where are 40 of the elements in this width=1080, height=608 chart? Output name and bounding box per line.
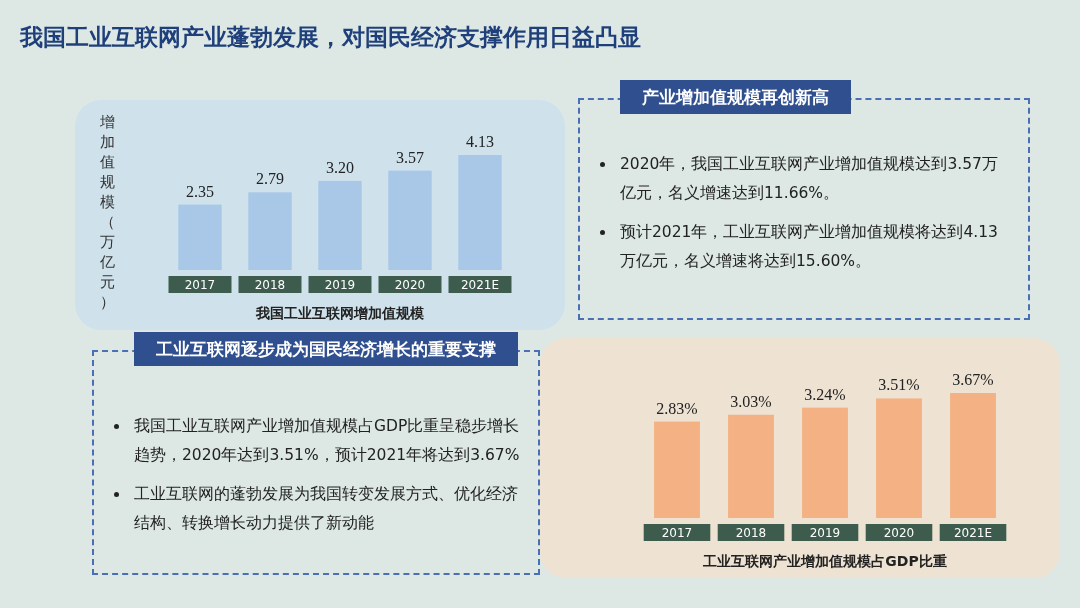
bar — [318, 180, 362, 270]
text: 增加值规模（万亿元） — [99, 113, 115, 311]
bar — [248, 192, 292, 270]
bar — [178, 204, 222, 270]
text: 我国工业互联网产业蓬勃发展，对国民经济支撑作用日益凸显 — [20, 23, 642, 52]
x-tick-label: 2021E — [460, 278, 500, 292]
data-label: 3.67% — [952, 371, 994, 388]
data-label: 2.79 — [256, 170, 284, 188]
data-label: 4.13 — [466, 133, 494, 150]
x-tick-label: 2019 — [324, 278, 356, 292]
text: 2020年，我国工业互联网产业增加值规模达到3.57万亿元，名义增速达到11.66%。 — [619, 154, 999, 204]
data-label: 2.83% — [656, 399, 698, 417]
x-tick-label: 2017 — [661, 526, 693, 540]
x-tick-label: 2020 — [883, 526, 915, 540]
text: 预计2021年，工业互联网产业增加值规模将达到4.13万亿元，名义增速将达到15.60%。 — [619, 222, 999, 272]
text: 我国工业互联网产业增加值规模占GDP比重呈稳步增长趋势，2020年达到3.51%，预计2021年将达到3.67% — [133, 416, 520, 466]
data-label: 2.35 — [186, 182, 214, 200]
x-tick-label: 2020 — [394, 278, 426, 292]
data-label: 3.20 — [326, 158, 354, 176]
text: 工业互联网逐步成为国民经济增长的重要支撑 — [134, 332, 518, 366]
data-label: 3.24% — [804, 385, 846, 403]
text: 工业互联网的蓬勃发展为我国转变发展方式、优化经济结构、转换增长动力提供了新动能 — [133, 484, 519, 534]
x-tick-label: 2019 — [809, 526, 841, 540]
data-label: 3.57 — [396, 148, 424, 166]
bar — [876, 398, 922, 518]
bar — [802, 407, 848, 518]
bar — [654, 421, 700, 518]
text: 我国工业互联网增加值规模 — [255, 305, 425, 321]
data-label: 3.51% — [878, 376, 920, 394]
bar — [388, 170, 432, 270]
bar — [950, 393, 996, 518]
text: 产业增加值规模再创新高 — [620, 80, 851, 114]
bar — [728, 414, 774, 518]
text: 工业互联网产业增加值规模占GDP比重 — [702, 553, 947, 569]
data-label: 3.03% — [730, 392, 772, 410]
x-tick-label: 2018 — [254, 278, 286, 292]
x-tick-label: 2018 — [735, 526, 767, 540]
bar — [458, 155, 502, 270]
x-tick-label: 2017 — [184, 278, 216, 292]
x-tick-label: 2021E — [953, 526, 993, 540]
